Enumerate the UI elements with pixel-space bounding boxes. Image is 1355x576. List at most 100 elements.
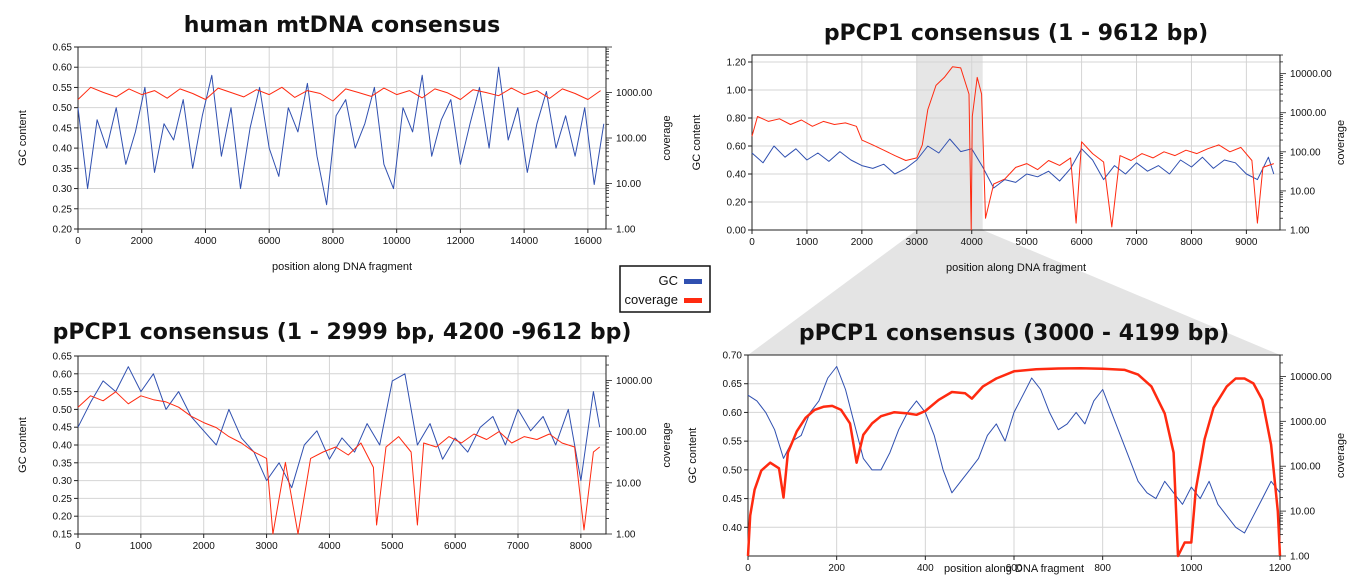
y2-tick-label: 10.00 [616, 179, 641, 190]
x-tick-label: 8000 [570, 541, 593, 552]
x-axis-label: position along DNA fragment [944, 563, 1084, 575]
x-tick-label: 0 [749, 237, 755, 248]
y-tick-label: 0.45 [53, 123, 73, 134]
y-tick-label: 0.50 [53, 103, 73, 114]
x-tick-label: 6000 [444, 541, 467, 552]
y-tick-label: 0.40 [723, 523, 743, 534]
y-tick-label: 0.60 [53, 369, 73, 380]
zoom-connector [748, 230, 1280, 355]
series-line-gc [77, 66, 605, 206]
x-tick-label: 3000 [906, 237, 929, 248]
legend-box [619, 265, 711, 313]
series-line-coverage [77, 86, 601, 102]
legend-label-gc: GC [659, 273, 679, 288]
y-tick-label: 0.60 [727, 142, 747, 153]
y2-tick-label: 1.00 [1290, 226, 1310, 237]
y-axis-label: GC content [691, 115, 703, 171]
y2-axis-label: coverage [1335, 120, 1347, 165]
y-tick-label: 0.50 [53, 405, 73, 416]
x-tick-label: 5000 [381, 541, 404, 552]
chart-title: human mtDNA consensus [184, 13, 501, 38]
panel-mtdna: 0 2000 4000 6000 8000 10000 12000 14000 16000 0.2… [17, 13, 673, 273]
y-tick-label: 0.55 [53, 387, 73, 398]
panel-ppcp1-full: 0 1000 2000 3000 4000 5000 6000 7000 8000 9000 0.0… [691, 21, 1347, 274]
y-tick-label: 0.35 [53, 164, 73, 175]
legend: GC coverage [619, 265, 711, 313]
x-tick-label: 8000 [322, 236, 345, 247]
y-tick-label: 0.20 [727, 198, 747, 209]
y-tick-label: 0.00 [727, 226, 747, 237]
x-tick-label: 8000 [1180, 237, 1203, 248]
y-tick-label: 1.00 [727, 86, 747, 97]
y-tick-label: 0.55 [53, 83, 73, 94]
y-tick-label: 0.60 [53, 63, 73, 74]
x-tick-label: 600 [1006, 563, 1023, 574]
x-tick-label: 1000 [796, 237, 819, 248]
y-tick-label: 0.15 [53, 530, 73, 541]
x-tick-label: 4000 [318, 541, 341, 552]
y-tick-label: 0.25 [53, 204, 73, 215]
chart-title: pPCP1 consensus (1 - 2999 bp, 4200 -9612… [53, 320, 632, 345]
x-tick-label: 10000 [383, 236, 411, 247]
y-tick-label: 1.20 [727, 58, 747, 69]
legend-label-coverage: coverage [625, 292, 678, 307]
highlight-region [916, 55, 983, 230]
chart-title: pPCP1 consensus (1 - 9612 bp) [824, 21, 1208, 46]
y-tick-label: 0.40 [53, 144, 73, 155]
x-tick-label: 200 [828, 563, 845, 574]
y2-axis-label: coverage [661, 422, 673, 467]
legend-swatch-gc [684, 279, 702, 284]
x-tick-label: 3000 [255, 541, 278, 552]
x-tick-label: 2000 [131, 236, 154, 247]
y-tick-label: 0.35 [53, 458, 73, 469]
x-tick-label: 1000 [130, 541, 153, 552]
x-tick-label: 4000 [961, 237, 984, 248]
y2-tick-label: 100.00 [1290, 147, 1321, 158]
y-tick-label: 0.65 [53, 43, 73, 54]
y2-tick-label: 10.00 [1290, 186, 1315, 197]
y2-tick-label: 10.00 [616, 478, 641, 489]
series-line-coverage [77, 391, 601, 535]
y-tick-label: 0.40 [53, 441, 73, 452]
x-tick-label: 14000 [510, 236, 538, 247]
x-tick-label: 4000 [194, 236, 217, 247]
legend-swatch-coverage [684, 298, 702, 303]
x-tick-label: 16000 [574, 236, 602, 247]
y-axis-label: GC content [687, 428, 699, 484]
y-tick-label: 0.70 [723, 351, 743, 362]
y2-tick-label: 1000.00 [616, 88, 653, 99]
y2-tick-label: 1.00 [616, 530, 636, 541]
series-line-gc [751, 138, 1275, 189]
x-tick-label: 6000 [258, 236, 281, 247]
y-tick-label: 0.65 [53, 352, 73, 363]
y2-tick-label: 1000.00 [1290, 417, 1327, 428]
x-tick-label: 6000 [1070, 237, 1093, 248]
y-tick-label: 0.30 [53, 184, 73, 195]
y-tick-label: 0.50 [723, 465, 743, 476]
x-tick-label: 2000 [851, 237, 874, 248]
y2-tick-label: 100.00 [1290, 462, 1321, 473]
y2-tick-label: 10000.00 [1290, 69, 1332, 80]
y-tick-label: 0.20 [53, 512, 73, 523]
plot-frame [751, 54, 1281, 231]
series-line-gc [747, 366, 1281, 534]
x-tick-label: 0 [75, 236, 81, 247]
x-tick-label: 5000 [1016, 237, 1039, 248]
y2-tick-label: 1000.00 [1290, 108, 1327, 119]
y-axis-label: GC content [17, 417, 29, 473]
y-tick-label: 0.25 [53, 494, 73, 505]
y-tick-label: 0.80 [727, 114, 747, 125]
chart-title: pPCP1 consensus (3000 - 4199 bp) [799, 321, 1229, 346]
x-tick-label: 800 [1094, 563, 1111, 574]
x-tick-label: 0 [75, 541, 81, 552]
x-axis-label: position along DNA fragment [272, 261, 412, 273]
x-tick-label: 1200 [1269, 563, 1292, 574]
series-line-coverage [746, 367, 1282, 558]
y-axis-label: GC content [17, 110, 29, 166]
y-tick-label: 0.65 [723, 379, 743, 390]
y-tick-label: 0.45 [723, 494, 743, 505]
y-tick-label: 0.55 [723, 437, 743, 448]
y2-tick-label: 10.00 [1290, 507, 1315, 518]
y-tick-label: 0.45 [53, 423, 73, 434]
